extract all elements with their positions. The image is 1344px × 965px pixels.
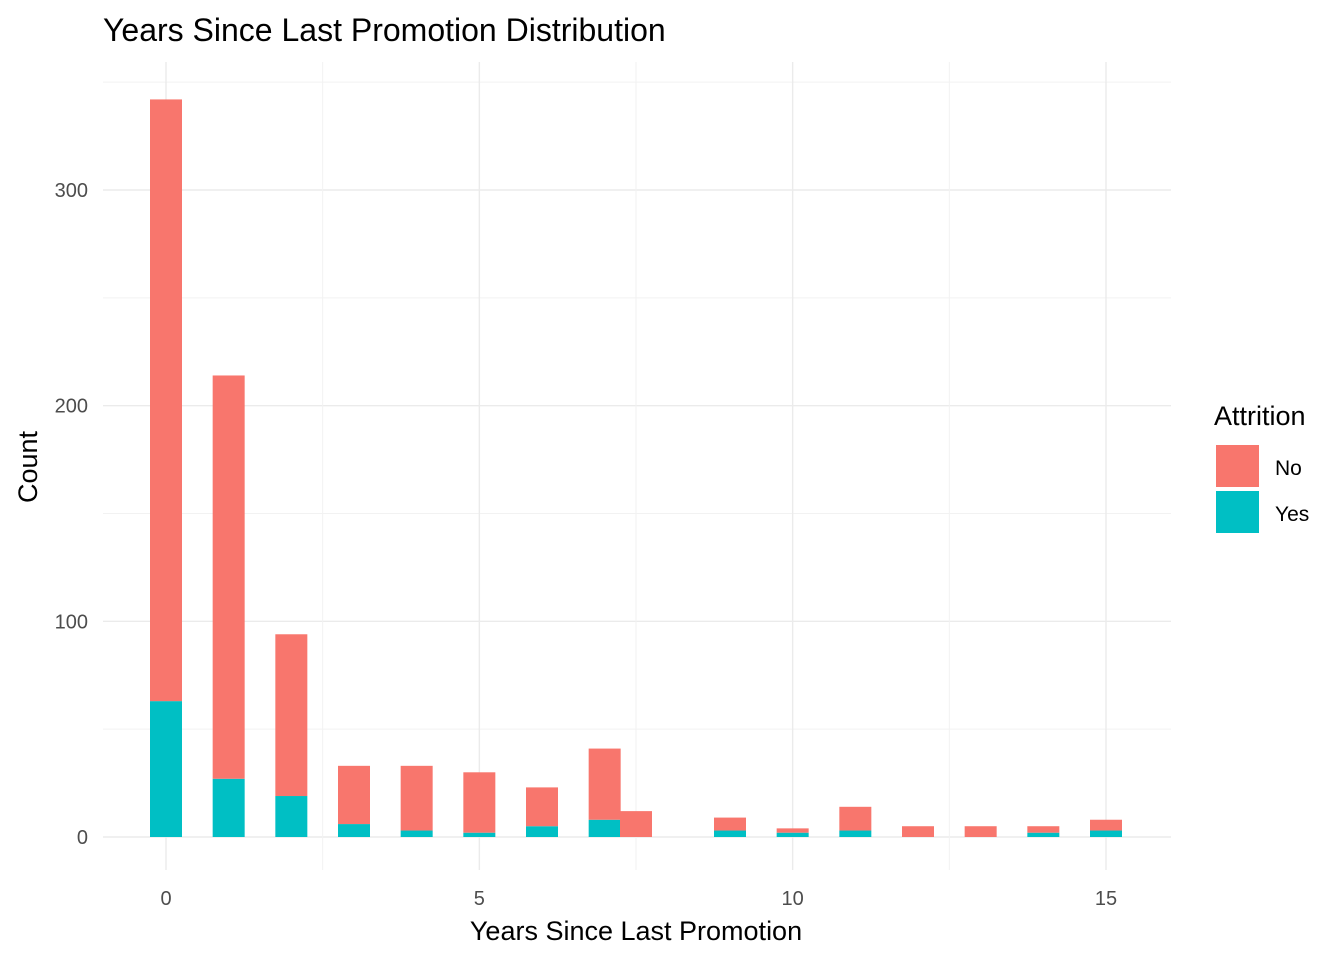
bar-no-12 xyxy=(902,826,934,837)
bar-no-7_5 xyxy=(620,811,652,837)
y-tick-label: 100 xyxy=(55,611,88,633)
bar-yes-15 xyxy=(1090,830,1122,837)
bar-yes-7 xyxy=(588,819,621,837)
bar-yes-3 xyxy=(338,824,370,837)
bar-yes-11 xyxy=(839,830,872,837)
bars xyxy=(150,99,1122,837)
bar-yes-9 xyxy=(714,830,746,837)
bar-no-6 xyxy=(526,787,558,827)
bar-no-15 xyxy=(1090,819,1122,831)
bar-yes-14 xyxy=(1027,832,1060,837)
bar-yes-0 xyxy=(150,701,182,837)
bar-yes-2 xyxy=(275,796,308,837)
bar-no-14 xyxy=(1027,826,1060,833)
bar-yes-10 xyxy=(776,832,809,837)
bar-no-7 xyxy=(588,748,621,820)
bar-yes-4 xyxy=(400,830,433,837)
bar-no-11 xyxy=(839,806,872,831)
legend-key-yes xyxy=(1216,491,1259,533)
y-axis-title: Count xyxy=(13,430,43,503)
bar-no-4 xyxy=(400,765,433,831)
legend-title: Attrition xyxy=(1214,401,1306,431)
x-tick-label: 15 xyxy=(1095,888,1117,910)
bar-no-3 xyxy=(338,765,370,825)
legend: Attrition No Yes xyxy=(1214,401,1309,533)
bar-no-2 xyxy=(275,634,308,797)
bar-yes-1 xyxy=(212,778,245,837)
bar-no-10 xyxy=(776,828,809,833)
y-axis-ticks: 0 100 200 300 xyxy=(55,180,88,849)
bar-no-1 xyxy=(212,375,245,779)
chart-title: Years Since Last Promotion Distribution xyxy=(103,12,666,48)
bar-no-0 xyxy=(150,99,182,702)
x-tick-label: 10 xyxy=(782,888,804,910)
bar-no-5 xyxy=(463,772,496,833)
x-axis-ticks: 0 5 10 15 xyxy=(160,888,1117,910)
x-tick-label: 0 xyxy=(160,888,171,910)
bar-no-13 xyxy=(964,826,997,837)
y-tick-label: 0 xyxy=(77,827,88,849)
bar-yes-5 xyxy=(463,832,496,837)
legend-label-no: No xyxy=(1275,457,1302,480)
legend-label-yes: Yes xyxy=(1275,503,1309,526)
x-axis-title: Years Since Last Promotion xyxy=(470,916,802,946)
legend-key-no xyxy=(1216,445,1259,487)
gridlines xyxy=(103,62,1171,870)
y-tick-label: 300 xyxy=(55,180,88,202)
bar-yes-6 xyxy=(526,826,558,837)
y-tick-label: 200 xyxy=(55,396,88,418)
bar-no-9 xyxy=(714,817,746,831)
x-tick-label: 5 xyxy=(474,888,485,910)
